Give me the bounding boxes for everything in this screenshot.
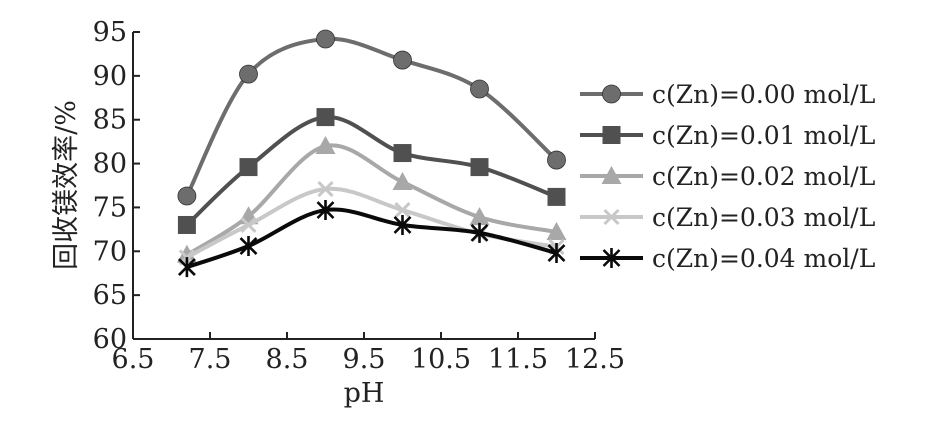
data-point bbox=[470, 79, 489, 99]
data-point bbox=[177, 186, 197, 206]
x-tick-label: 12.5 bbox=[565, 344, 625, 375]
x-tick-label: 8.5 bbox=[266, 344, 309, 375]
y-axis-title: 回收镁效率/% bbox=[51, 100, 82, 270]
data-point bbox=[547, 243, 566, 264]
y-tick-label: 60 bbox=[93, 324, 127, 355]
x-axis-title: pH bbox=[344, 378, 385, 409]
axes: 60 65 70 75 80 85 90 95 6.5 7.5 8.5 9.5 10.5 11.5 12.5 bbox=[93, 17, 625, 375]
legend-label: c(Zn)=0.03 mol/L bbox=[652, 203, 875, 232]
legend-item-2: c(Zn)=0.02 mol/L bbox=[580, 162, 875, 191]
x-tick-label: 6.5 bbox=[112, 344, 155, 375]
data-point bbox=[393, 144, 412, 163]
data-point bbox=[317, 180, 334, 198]
data-point bbox=[239, 158, 258, 177]
series-0 bbox=[177, 29, 566, 206]
y-tick-label: 95 bbox=[93, 17, 127, 48]
x-tick-label: 7.5 bbox=[189, 344, 232, 375]
legend-marker bbox=[603, 208, 620, 226]
x-tick-label: 11.5 bbox=[488, 344, 548, 375]
y-tick-label: 90 bbox=[93, 61, 127, 92]
legend-label: c(Zn)=0.02 mol/L bbox=[652, 162, 875, 191]
series-line-4 bbox=[186, 207, 558, 269]
legend-marker bbox=[602, 248, 621, 268]
data-point bbox=[316, 108, 335, 127]
data-point bbox=[177, 257, 196, 278]
legend-marker bbox=[601, 166, 622, 184]
series-line-0 bbox=[185, 36, 558, 197]
y-tick-label: 75 bbox=[93, 192, 127, 223]
y-tick-label: 85 bbox=[93, 105, 127, 136]
legend-label: c(Zn)=0.01 mol/L bbox=[652, 121, 875, 150]
data-point bbox=[546, 221, 567, 240]
data-point bbox=[469, 207, 490, 226]
y-tick-label: 70 bbox=[93, 236, 127, 267]
data-point bbox=[547, 150, 566, 170]
data-point bbox=[470, 222, 489, 243]
data-point bbox=[177, 215, 196, 234]
y-tick-label: 65 bbox=[93, 280, 127, 311]
data-point bbox=[239, 64, 258, 84]
legend-label: c(Zn)=0.04 mol/L bbox=[652, 244, 875, 273]
series-layer bbox=[176, 29, 567, 278]
data-point bbox=[316, 200, 335, 221]
data-point bbox=[240, 216, 257, 234]
data-point bbox=[176, 244, 197, 263]
legend-item-0: c(Zn)=0.00 mol/L bbox=[580, 80, 875, 109]
data-point bbox=[315, 136, 336, 155]
data-point bbox=[470, 158, 489, 177]
data-point bbox=[239, 236, 258, 257]
data-point bbox=[392, 171, 413, 190]
data-point bbox=[316, 29, 335, 49]
x-tick-label: 10.5 bbox=[411, 344, 471, 375]
data-point bbox=[393, 50, 412, 70]
legend-marker bbox=[602, 126, 621, 144]
legend-item-1: c(Zn)=0.01 mol/L bbox=[580, 121, 875, 150]
legend-label: c(Zn)=0.00 mol/L bbox=[652, 80, 875, 109]
y-tick-label: 80 bbox=[93, 149, 127, 180]
series-1 bbox=[177, 108, 566, 234]
legend-item-4: c(Zn)=0.04 mol/L bbox=[580, 244, 875, 273]
legend: c(Zn)=0.00 mol/L c(Zn)=0.01 mol/L c(Zn)=0.… bbox=[580, 80, 875, 273]
legend-item-3: c(Zn)=0.03 mol/L bbox=[580, 203, 875, 232]
data-point bbox=[393, 214, 412, 235]
data-point bbox=[394, 201, 411, 219]
series-4 bbox=[177, 200, 566, 278]
legend-marker bbox=[602, 84, 621, 104]
data-point bbox=[547, 187, 566, 206]
x-tick-label: 9.5 bbox=[343, 344, 386, 375]
